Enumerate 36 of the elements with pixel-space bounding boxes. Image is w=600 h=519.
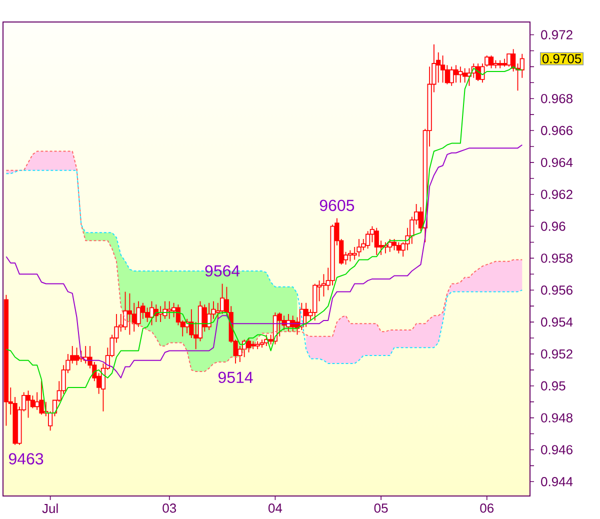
y-tick-label: 0.962 xyxy=(541,190,572,199)
candlestick xyxy=(136,300,141,328)
annotation: 9463 xyxy=(8,453,44,464)
x-tick-label: 03 xyxy=(162,504,176,513)
y-tick-label: 0.944 xyxy=(541,477,573,486)
candlestick xyxy=(220,283,225,315)
annotation: 9564 xyxy=(205,265,240,277)
y-tick-label: 0.95 xyxy=(541,381,566,390)
candlestick xyxy=(356,238,362,258)
text: 0.9705 xyxy=(542,54,582,64)
y-tick-label: 0.954 xyxy=(541,317,573,327)
y-tick-label: 0.948 xyxy=(541,413,572,422)
x-tick-label: 06 xyxy=(480,504,494,513)
candlestick xyxy=(493,60,498,69)
candlestick xyxy=(127,292,132,336)
y-tick-label: 0.946 xyxy=(541,445,572,454)
y-tick-label: 0.958 xyxy=(541,254,572,263)
y-tick-label: 0.972 xyxy=(541,30,572,40)
y-tick-label: 0.966 xyxy=(541,126,572,136)
candlestick xyxy=(260,339,264,348)
y-tick-label: 0.964 xyxy=(541,158,573,168)
y-tick-label: 0.952 xyxy=(541,349,572,359)
x-tick-label: Jul xyxy=(42,504,58,514)
y-tick-label: 0.968 xyxy=(541,94,572,104)
x-tick-label: 04 xyxy=(268,504,282,513)
candlestick xyxy=(39,380,44,416)
candlestick xyxy=(4,294,9,426)
candlestick xyxy=(454,64,458,84)
x-tick-label: 05 xyxy=(374,504,388,513)
candlestick xyxy=(498,60,502,69)
candlestick xyxy=(488,55,494,69)
annotation: 9514 xyxy=(218,372,253,384)
y-tick-label: 0.956 xyxy=(541,286,572,295)
candlestick xyxy=(374,227,379,256)
y-tick-label: 0.96 xyxy=(541,222,566,231)
annotation: 9605 xyxy=(320,200,354,212)
